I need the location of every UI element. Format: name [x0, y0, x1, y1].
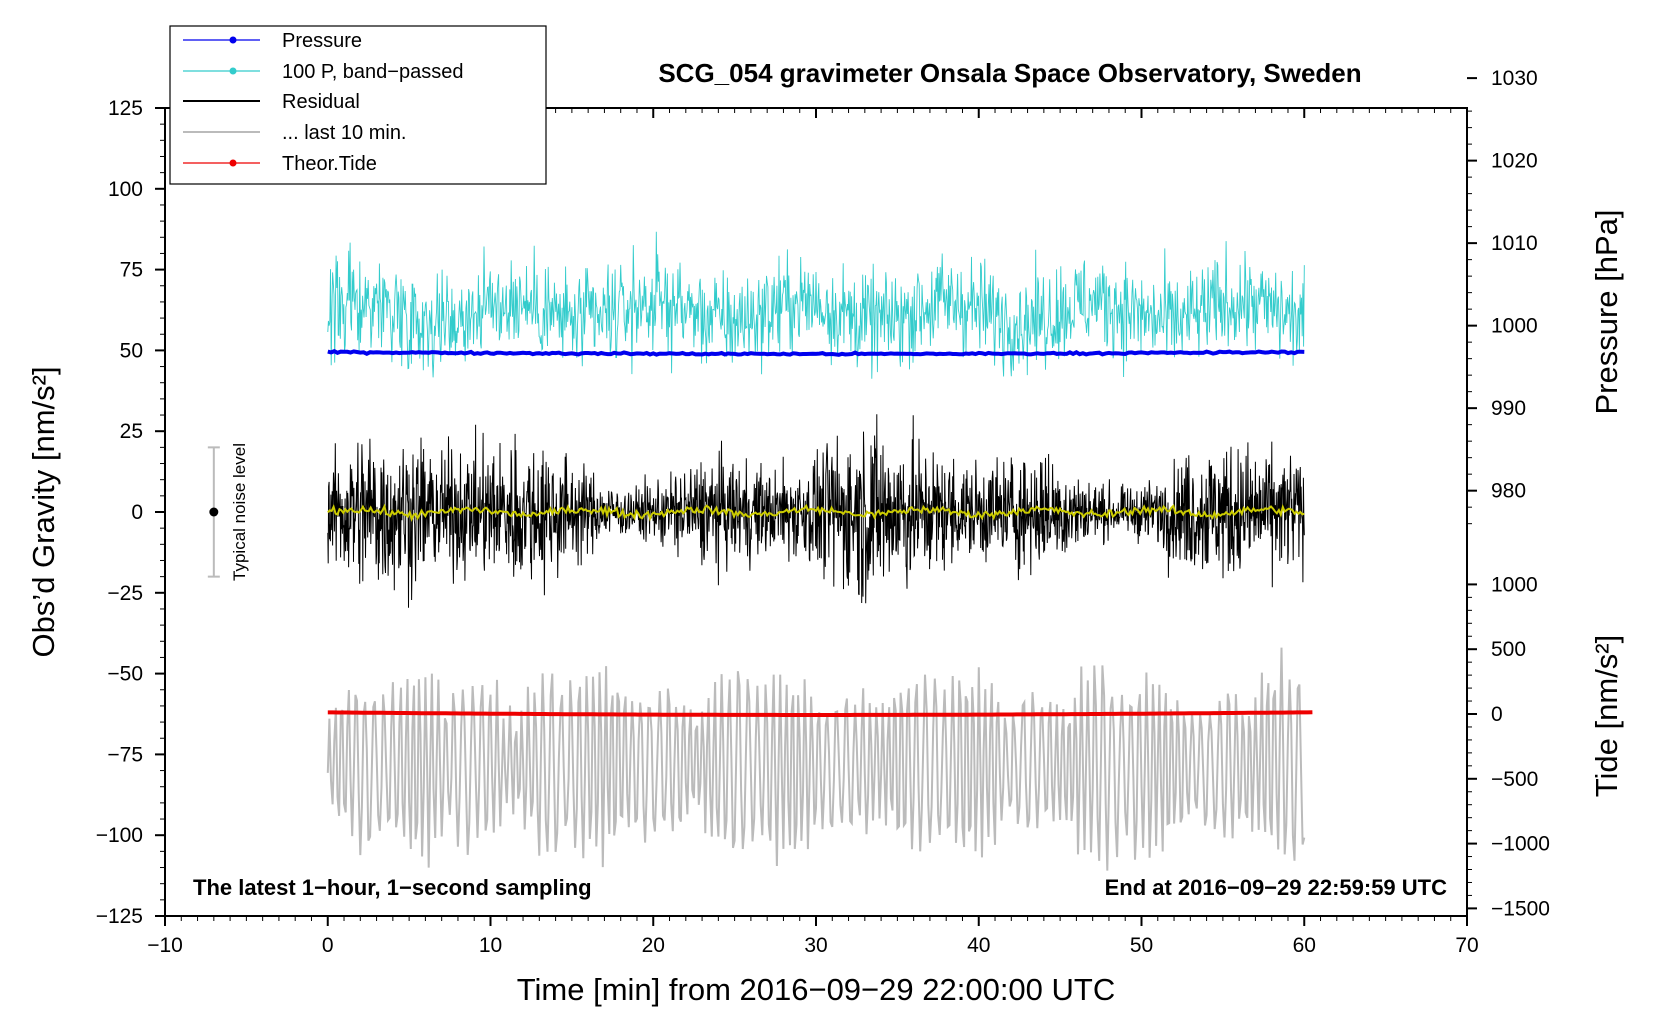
data-traces	[326, 231, 1313, 871]
pressure-tick-label: 1000	[1491, 315, 1538, 338]
x-tick-label: −10	[147, 934, 183, 957]
series-100p-band-passed	[327, 231, 1305, 379]
x-axis-label: Time [min] from 2016−09−29 22:00:00 UTC	[517, 972, 1116, 1007]
tide-tick-label: 0	[1491, 703, 1503, 726]
x-tick-label: 0	[322, 934, 334, 957]
x-tick-label: 50	[1130, 934, 1153, 957]
y-axis-label-left: Obs’d Gravity [nm/s²]	[26, 366, 61, 657]
y-tick-label: −25	[107, 582, 143, 605]
series-theor-tide	[327, 710, 1313, 717]
legend-box	[169, 25, 547, 185]
y-tick-label: 125	[108, 97, 143, 120]
tide-tick-label: −1000	[1491, 833, 1550, 856]
axis-ticks: −10 0 10 20 30 40 50 60 701251007550250−25−50−75…	[96, 67, 1550, 957]
tide-tick-label: 500	[1491, 638, 1526, 661]
y-tick-label: −125	[96, 905, 143, 928]
legend-pressure-label: Pressure	[282, 30, 362, 52]
chart-title: SCG_054 gravimeter Onsala Space Observat…	[658, 58, 1361, 88]
legend-tide-marker	[229, 159, 237, 167]
series-pressure	[327, 349, 1305, 357]
x-tick-label: 30	[804, 934, 827, 957]
tide-tick-label: −500	[1491, 768, 1538, 791]
y-tick-label: 0	[131, 501, 143, 524]
noise-bar-center	[209, 507, 219, 517]
noise-level-indicator	[207, 446, 220, 578]
pressure-tick-label: 1030	[1491, 67, 1538, 90]
y-tick-label: 100	[108, 178, 143, 201]
series-last-10-min	[326, 647, 1306, 871]
pressure-tick-label: 980	[1491, 480, 1526, 503]
y-tick-label: 50	[120, 339, 143, 362]
annotation-end-time: End at 2016−09−29 22:59:59 UTC	[1105, 875, 1448, 900]
annotation-sampling: The latest 1−hour, 1−second sampling	[193, 875, 592, 900]
legend-tide-label: Theor.Tide	[282, 153, 377, 175]
y-tick-label: 75	[120, 259, 143, 282]
legend-last10-label: ... last 10 min.	[282, 122, 407, 144]
y-tick-label: −50	[107, 663, 143, 686]
x-tick-label: 40	[967, 934, 990, 957]
y-tick-label: −100	[96, 824, 143, 847]
legend: Pressure 100 P, band−passed Residual ...…	[169, 25, 547, 185]
pressure-tick-label: 1010	[1491, 232, 1538, 255]
legend-bandpassed-marker	[229, 67, 237, 75]
x-tick-label: 20	[642, 934, 665, 957]
y-axis-label-tide: Tide [nm/s²]	[1589, 635, 1624, 798]
tide-tick-label: 1000	[1491, 573, 1538, 596]
x-tick-label: 60	[1293, 934, 1316, 957]
x-tick-label: 10	[479, 934, 502, 957]
x-tick-label: 70	[1455, 934, 1478, 957]
pressure-tick-label: 1020	[1491, 150, 1538, 173]
y-axis-label-pressure: Pressure [hPa]	[1589, 209, 1624, 414]
pressure-tick-label: 990	[1491, 397, 1526, 420]
y-tick-label: 25	[120, 420, 143, 443]
series-moving-average	[327, 503, 1305, 523]
series-residual	[327, 414, 1305, 608]
legend-pressure-marker	[229, 36, 237, 44]
legend-bandpassed-label: 100 P, band−passed	[282, 61, 463, 83]
y-tick-label: −75	[107, 743, 143, 766]
tide-tick-label: −1500	[1491, 897, 1550, 920]
legend-residual-label: Residual	[282, 91, 360, 113]
noise-level-label: Typical noise level	[230, 443, 249, 581]
